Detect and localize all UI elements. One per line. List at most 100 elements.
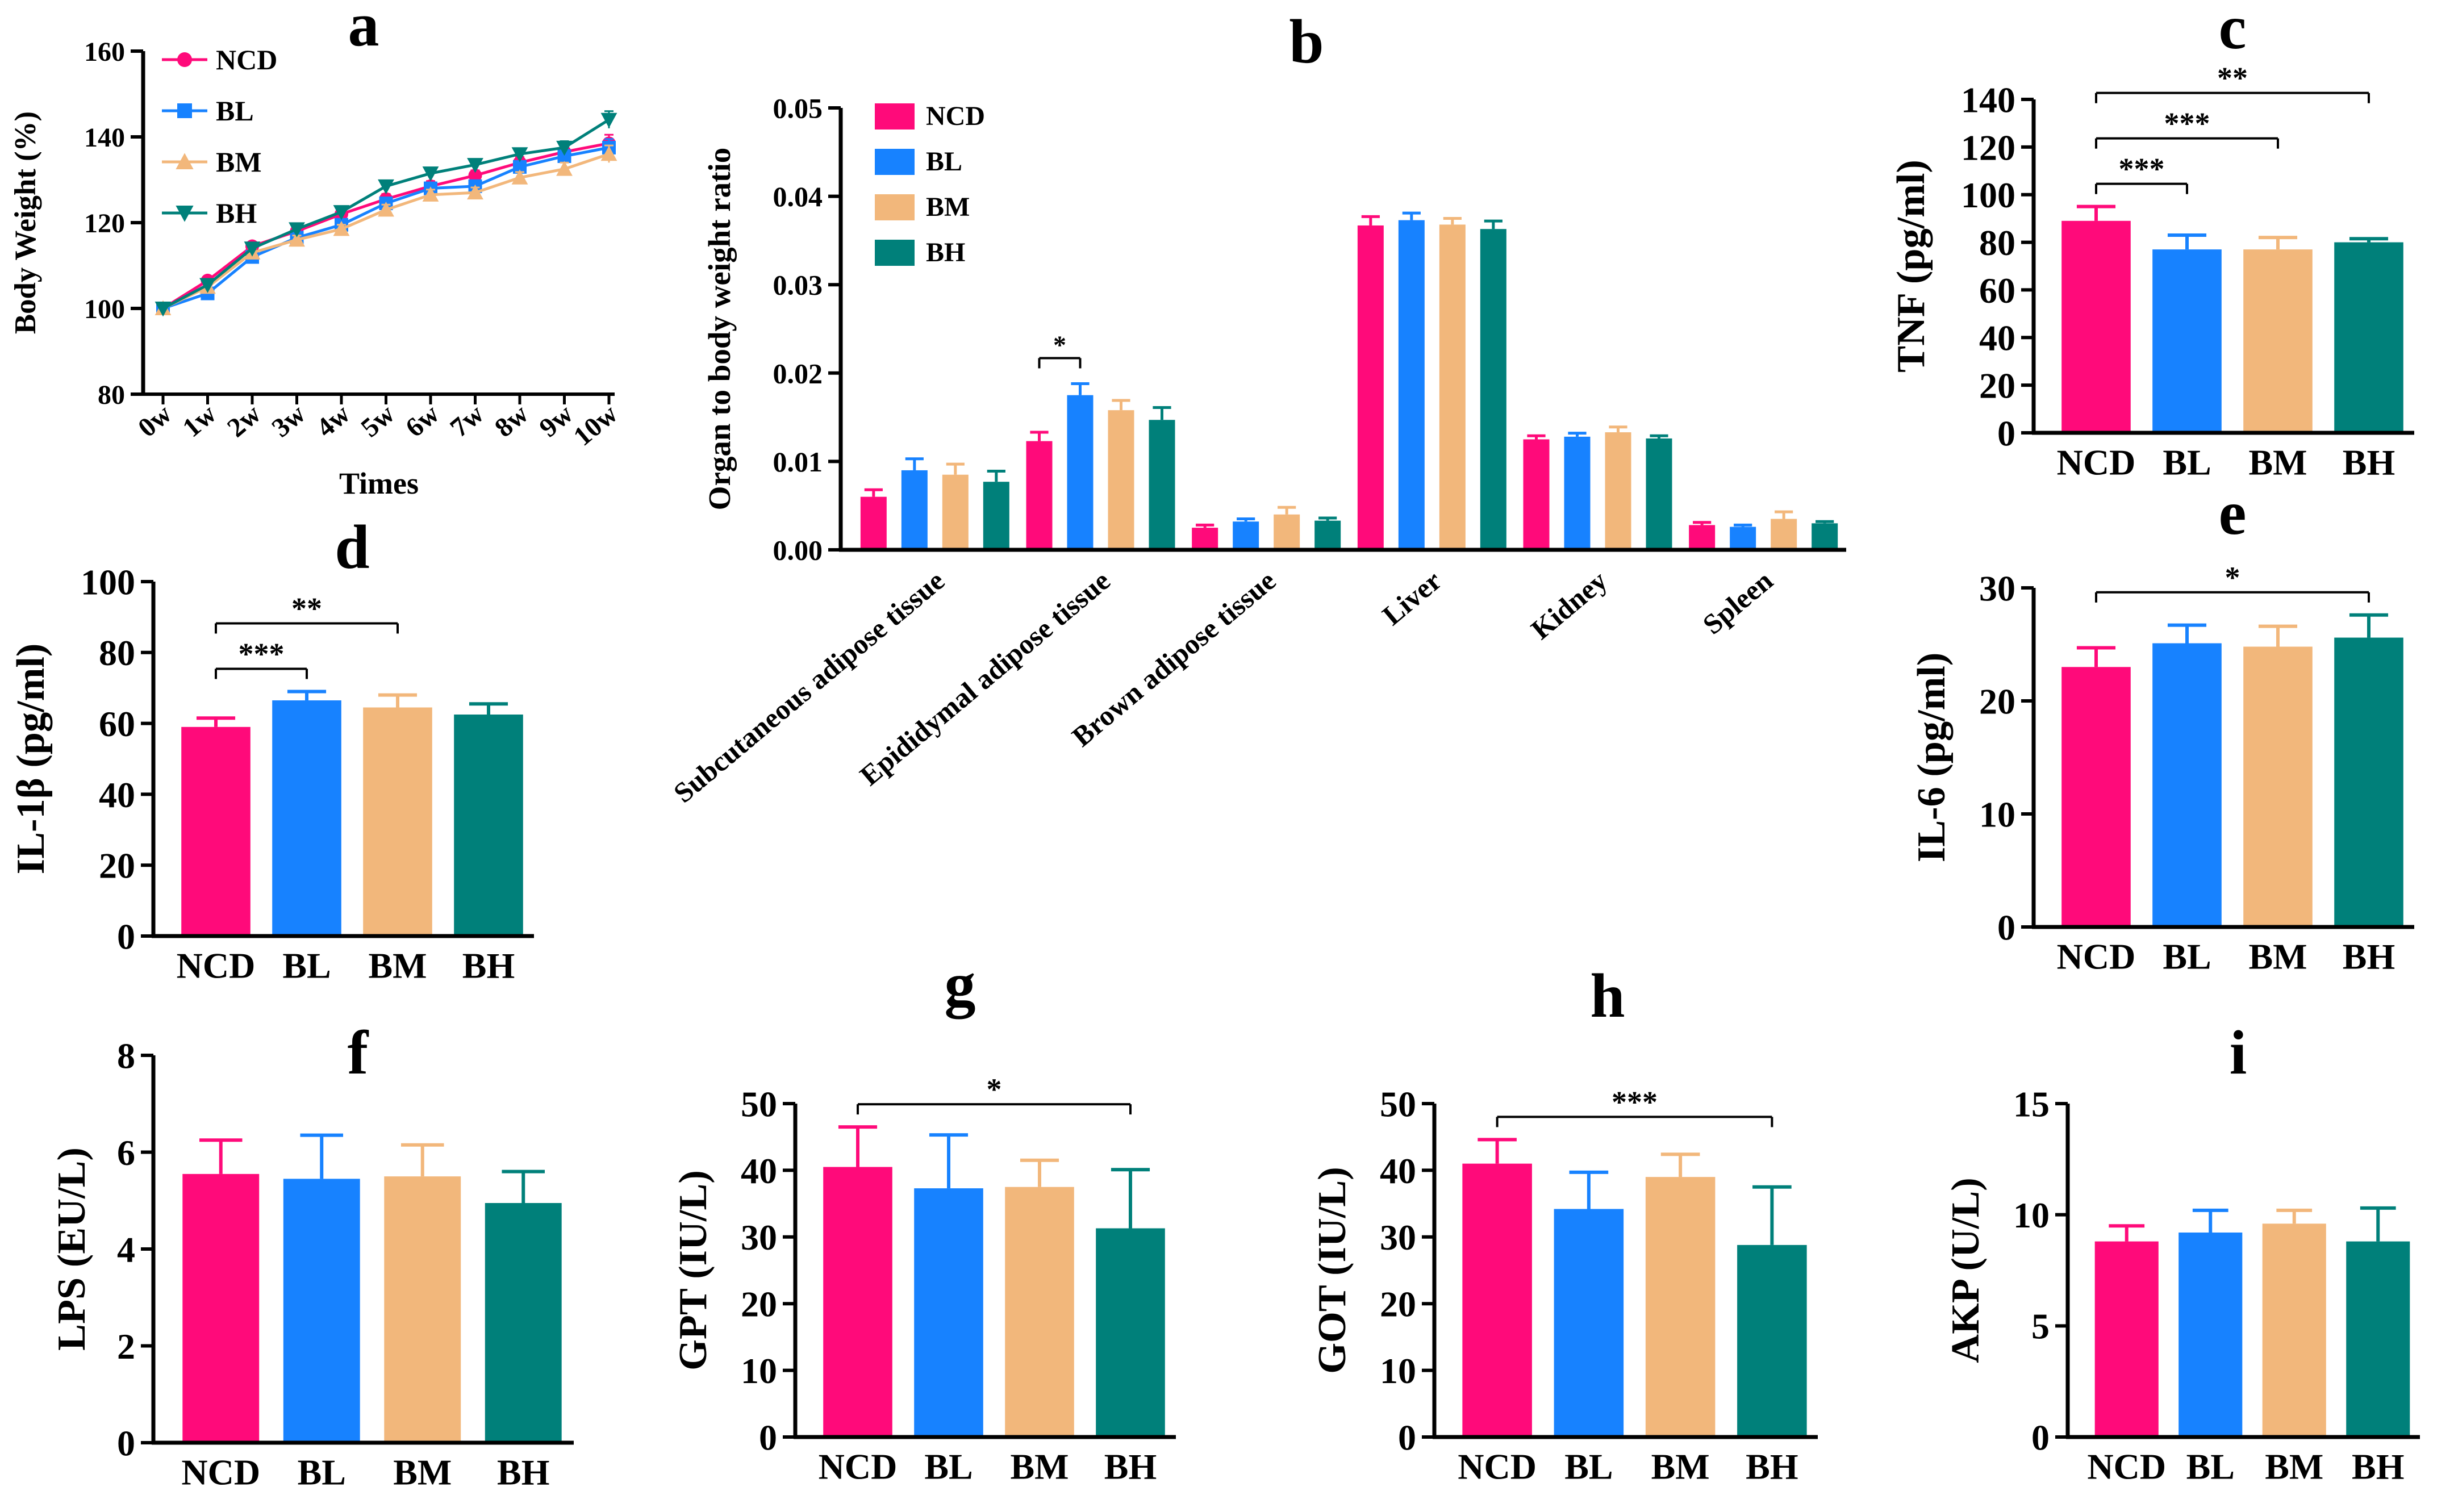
x-tick-label: BH <box>2343 937 2395 977</box>
marker-triangle-down <box>467 158 483 173</box>
x-tick-label: BM <box>2265 1447 2323 1487</box>
y-tick-label: 100 <box>81 562 135 602</box>
y-tick-label: 6 <box>117 1133 135 1173</box>
y-axis-title: Body Weight (%) <box>9 111 42 334</box>
x-tick-label: 1w <box>177 399 222 444</box>
y-tick-label: 0.04 <box>773 181 823 212</box>
marker-triangle-down <box>556 140 573 156</box>
x-tick-label: NCD <box>2087 1447 2166 1487</box>
x-tick-label: 7w <box>445 399 490 444</box>
y-tick-label: 10 <box>1380 1351 1416 1391</box>
significance-label: *** <box>239 637 285 671</box>
legend-label: BL <box>926 147 962 177</box>
bar-BM <box>1005 1187 1074 1437</box>
x-tick-label: NCD <box>181 1452 260 1493</box>
bar-BL <box>2178 1232 2243 1437</box>
bar-BM <box>942 474 969 550</box>
x-tick-label: 9w <box>534 399 579 444</box>
significance-label: ** <box>2217 61 2248 95</box>
y-tick-label: 0.03 <box>773 269 823 301</box>
x-tick-label: BM <box>2248 442 2307 483</box>
y-tick-label: 0.01 <box>773 446 823 478</box>
legend-label: BM <box>216 146 262 178</box>
bar-NCD <box>1462 1163 1532 1437</box>
legend-swatch-BM <box>875 194 915 220</box>
panel-label: g <box>945 950 976 1019</box>
bar-BL <box>901 470 928 550</box>
panel-label: f <box>348 1018 369 1087</box>
marker-triangle-down <box>289 222 305 237</box>
y-tick-label: 80 <box>98 380 125 410</box>
legend-swatch-BH <box>875 240 915 266</box>
y-tick-label: 2 <box>117 1326 135 1367</box>
y-tick-label: 50 <box>1380 1084 1416 1124</box>
bar-NCD <box>1026 441 1053 550</box>
bar-BH <box>983 482 1009 550</box>
x-tick-label: 2w <box>222 399 266 444</box>
significance-label: * <box>987 1072 1002 1106</box>
legend-label: BH <box>926 237 965 268</box>
y-tick-label: 40 <box>741 1151 777 1191</box>
y-tick-label: 0 <box>117 1423 135 1463</box>
y-tick-label: 120 <box>1961 127 2015 168</box>
y-tick-label: 100 <box>1961 175 2015 215</box>
significance-label: *** <box>1612 1085 1658 1119</box>
y-tick-label: 50 <box>741 1084 777 1124</box>
y-axis-title: GOT (IU/L) <box>1310 1167 1354 1373</box>
x-tick-label: BL <box>924 1447 973 1487</box>
y-axis-title: LPS (EU/L) <box>49 1147 94 1351</box>
bar-BM <box>2262 1223 2326 1437</box>
bar-BH <box>485 1203 562 1443</box>
x-tick-label: BL <box>1564 1447 1613 1487</box>
panel-f: NCD BL BM BH 0 2 4 6 8 LPS (EU/L) f <box>49 1018 574 1493</box>
y-tick-label: 0.00 <box>773 534 823 566</box>
y-tick-label: 0 <box>1997 907 2015 947</box>
significance-label: * <box>2225 561 2240 595</box>
x-tick-label: 3w <box>266 399 311 444</box>
panel-label: a <box>348 0 379 59</box>
bar-BH <box>2334 242 2403 433</box>
legend-label: BM <box>926 192 970 222</box>
x-tick-label: Liver <box>1376 565 1447 632</box>
y-axis-title: AKP (U/L) <box>1943 1177 1988 1363</box>
bar-BH <box>1096 1228 1165 1437</box>
bar-BM <box>1274 514 1300 550</box>
bar-NCD <box>2061 220 2131 433</box>
y-tick-label: 160 <box>84 37 125 67</box>
x-tick-label: BL <box>298 1452 346 1493</box>
bar-BM <box>1108 410 1134 550</box>
marker-triangle-up <box>467 184 483 200</box>
x-tick-label: BH <box>497 1452 549 1493</box>
y-tick-label: 20 <box>1979 681 2015 721</box>
x-tick-label: NCD <box>2057 442 2136 483</box>
bar-BM <box>1439 224 1466 550</box>
x-tick-label: BL <box>2163 937 2211 977</box>
y-tick-label: 0.05 <box>773 93 823 124</box>
bar-BM <box>1645 1177 1716 1437</box>
x-tick-label: BL <box>2163 442 2211 483</box>
y-tick-label: 140 <box>1961 80 2015 120</box>
y-tick-label: 10 <box>741 1351 777 1391</box>
bar-BM <box>363 707 432 936</box>
bar-NCD <box>823 1167 892 1437</box>
bar-BM <box>1771 519 1797 550</box>
marker-triangle-down <box>199 278 216 293</box>
bar-NCD <box>2061 667 2131 927</box>
y-tick-label: 5 <box>2031 1306 2050 1347</box>
marker-triangle-up <box>556 161 573 176</box>
x-tick-label: NCD <box>177 946 256 986</box>
x-tick-label: BM <box>368 946 427 986</box>
legend-swatch-NCD <box>875 103 915 130</box>
y-tick-label: 40 <box>99 775 135 815</box>
x-tick-label: 8w <box>489 399 534 444</box>
panel-a: 80 100 120 140 160 Body Weight (%) 0w 1w 2w 3w 4w 5… <box>9 0 623 500</box>
x-tick-label: BH <box>462 946 515 986</box>
marker-triangle-down <box>600 112 617 128</box>
panel-d: NCD BL BM BH 0 20 40 60 80 100 IL-1β (pg/ml) ***** d <box>9 512 534 986</box>
bar-BL <box>1564 436 1591 550</box>
significance-label: *** <box>2164 107 2210 141</box>
legend-label: NCD <box>216 44 277 76</box>
y-tick-label: 0.02 <box>773 357 823 389</box>
panel-e: NCD BL BM BH 0 10 20 30 IL-6 (pg/ml) * e <box>1909 478 2414 977</box>
